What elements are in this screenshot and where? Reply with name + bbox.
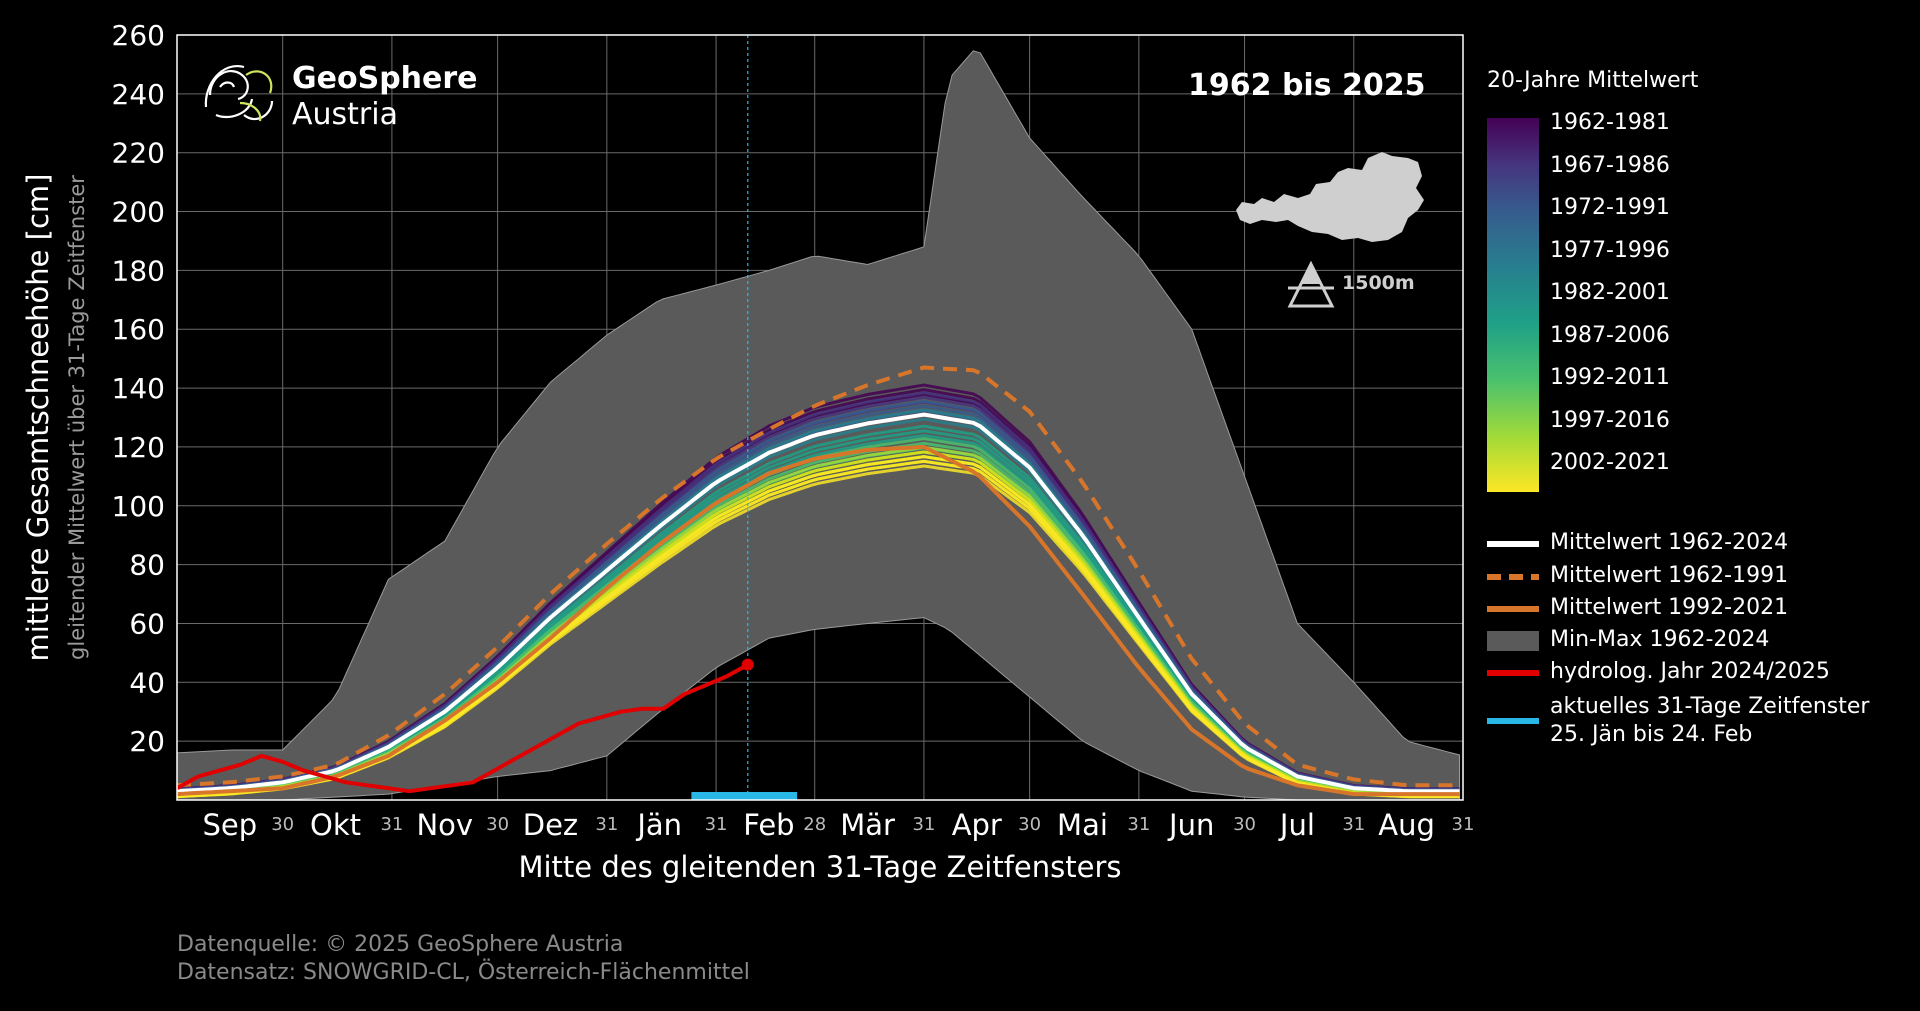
month-label: Dez <box>523 808 578 842</box>
y-tick-label: 120 <box>112 431 165 464</box>
month-end-label: 31 <box>1127 814 1150 835</box>
elevation-triangle-icon <box>1287 260 1335 308</box>
month-label: Jän <box>635 808 682 842</box>
plot-frame <box>176 34 1464 801</box>
month-label: Apr <box>952 808 1002 842</box>
month-label: Okt <box>310 808 361 842</box>
logo-text-line2: Austria <box>292 97 398 132</box>
climatology-colorbar <box>1487 118 1539 492</box>
y-tick-label: 80 <box>129 549 165 582</box>
month-label: Jul <box>1278 808 1315 842</box>
logo-text-line1: GeoSphere <box>292 61 478 96</box>
austria-map-icon <box>1236 152 1424 242</box>
legend-label: Mittelwert 1962-2024 <box>1550 530 1789 555</box>
y-tick-label: 40 <box>129 666 165 699</box>
y-axis-label: mittlere Gesamtschneehöhe [cm] <box>21 174 55 662</box>
y-tick-label: 20 <box>129 725 165 758</box>
month-end-label: 30 <box>271 814 294 835</box>
month-label: Sep <box>203 808 258 842</box>
colorbar-label: 1992-2011 <box>1550 365 1670 390</box>
colorbar-label: 1987-2006 <box>1550 322 1670 348</box>
month-end-label: 31 <box>1452 814 1475 835</box>
colorbar-label: 1997-2016 <box>1550 407 1670 433</box>
month-label: Mär <box>840 808 895 842</box>
month-end-label: 31 <box>595 814 618 835</box>
colorbar-label: 1967-1986 <box>1550 152 1670 178</box>
climatology-line-1972-1991 <box>176 399 1460 792</box>
source-line1: Datenquelle: © 2025 GeoSphere Austria <box>177 932 624 957</box>
legend-swatch <box>1487 606 1539 612</box>
y-axis-sublabel: gleitender Mittelwert über 31-Tage Zeitf… <box>65 175 89 660</box>
source-line2: Datensatz: SNOWGRID-CL, Österreich-Fläch… <box>177 960 750 985</box>
x-axis-label: Mitte des gleitenden 31-Tage Zeitfenster… <box>518 850 1121 884</box>
series-Mittelwert 1992-2021 <box>176 444 1460 797</box>
colorbar-label: 1982-2001 <box>1550 280 1670 305</box>
y-tick-label: 160 <box>112 313 165 346</box>
legend-title: 20-Jahre Mittelwert <box>1487 68 1699 93</box>
month-end-label: 31 <box>1342 814 1365 835</box>
climatology-line-1967-1986 <box>176 391 1460 791</box>
legend-swatch <box>1487 670 1539 676</box>
current-value-dot <box>741 658 754 671</box>
series-Mittelwert 1962-1991 <box>176 365 1460 788</box>
month-label: Nov <box>416 808 473 842</box>
y-tick-label: 260 <box>112 19 165 52</box>
month-label: Mai <box>1057 808 1108 842</box>
colorbar-label: 1962-1981 <box>1550 110 1670 135</box>
month-end-label: 30 <box>1233 814 1256 835</box>
period-title: 1962 bis 2025 <box>1188 68 1426 103</box>
legend-label: Mittelwert 1962-1991 <box>1550 563 1789 588</box>
legend-label: aktuelles 31-Tage Zeitfenster <box>1550 694 1870 719</box>
legend-label: Min-Max 1962-2024 <box>1550 627 1770 652</box>
legend-label: hydrolog. Jahr 2024/2025 <box>1550 659 1830 684</box>
month-end-label: 31 <box>912 814 935 835</box>
series-Mittelwert 1962-2024 <box>176 412 1460 794</box>
y-tick-label: 140 <box>112 372 165 405</box>
y-tick-label: 180 <box>112 254 165 287</box>
legend-swatch <box>1487 718 1539 724</box>
colorbar-label: 1977-1996 <box>1550 237 1670 263</box>
month-end-label: 31 <box>705 814 728 835</box>
y-tick-label: 240 <box>112 78 165 111</box>
legend-label: Mittelwert 1992-2021 <box>1550 595 1789 620</box>
elevation-label: 1500m <box>1342 272 1415 294</box>
month-label: Aug <box>1378 808 1435 842</box>
legend-label-2: 25. Jän bis 24. Feb <box>1550 722 1753 747</box>
geosphere-logo: GeoSphere Austria <box>200 55 480 145</box>
legend-swatch <box>1487 574 1539 580</box>
current-window-bar <box>691 792 798 800</box>
y-tick-label: 100 <box>112 490 165 523</box>
colorbar-label: 1972-1991 <box>1550 195 1670 220</box>
series-hydrolog. Jahr 2024/2025 <box>176 662 749 794</box>
month-end-label: 28 <box>803 814 826 835</box>
y-tick-label: 60 <box>129 607 165 640</box>
y-tick-label: 220 <box>112 137 165 170</box>
legend-swatch <box>1487 631 1539 651</box>
month-end-label: 30 <box>486 814 509 835</box>
month-label: Feb <box>743 808 794 842</box>
geosphere-logo-icon <box>204 64 274 122</box>
colorbar-label: 2002-2021 <box>1550 450 1670 475</box>
y-tick-label: 200 <box>112 196 165 229</box>
month-end-label: 30 <box>1018 814 1041 835</box>
month-end-label: 31 <box>380 814 403 835</box>
legend-swatch <box>1487 541 1539 547</box>
month-label: Jun <box>1167 808 1214 842</box>
